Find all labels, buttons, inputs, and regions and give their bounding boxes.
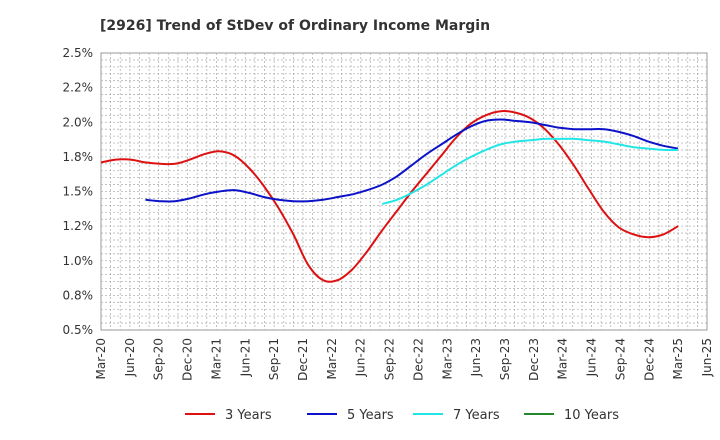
x-tick-label: Jun-25: [700, 338, 714, 377]
series-line-5-years: [145, 118, 679, 203]
x-tick-label: Sep-21: [267, 338, 281, 380]
y-tick-label: 2.2%: [63, 81, 94, 95]
y-tick-label: 2.5%: [63, 46, 94, 60]
y-tick-label: 1.5%: [63, 185, 94, 199]
x-axis: Mar-20 Jun-20 Sep-20 Dec-20 Mar-21 Jun-21 Sep-…: [94, 338, 714, 381]
legend-label: 10 Years: [564, 408, 619, 423]
x-tick-label: Jun-24: [585, 338, 599, 377]
x-tick-label: Mar-25: [671, 338, 685, 379]
legend: 3 Years 5 Years 7 Years 10 Years: [185, 408, 619, 423]
x-tick-label: Dec-23: [527, 338, 541, 381]
legend-label: 7 Years: [453, 408, 500, 423]
plot-area: [100, 52, 708, 331]
y-tick-label: 0.5%: [63, 323, 94, 337]
series-line-3-years: [100, 110, 679, 283]
x-tick-label: Mar-22: [325, 338, 339, 379]
x-tick-label: Mar-21: [209, 338, 223, 379]
x-tick-label: Dec-22: [411, 338, 425, 381]
x-tick-label: Jun-22: [354, 338, 368, 377]
x-tick-label: Sep-24: [613, 338, 627, 380]
x-tick-label: Dec-24: [642, 338, 656, 381]
legend-label: 3 Years: [225, 408, 272, 423]
y-tick-label: 1.0%: [63, 254, 94, 268]
x-tick-label: Jun-23: [469, 338, 483, 377]
legend-label: 5 Years: [347, 408, 394, 423]
x-tick-label: Sep-20: [152, 338, 166, 380]
series-line-7-years: [381, 137, 679, 205]
chart-title: [2926] Trend of StDev of Ordinary Income…: [100, 18, 490, 34]
x-tick-label: Jun-21: [238, 338, 252, 377]
x-tick-label: Jun-20: [123, 338, 137, 377]
x-tick-label: Dec-20: [181, 338, 195, 381]
x-tick-label: Sep-22: [383, 338, 397, 380]
y-tick-label: 1.2%: [63, 219, 94, 233]
x-tick-label: Dec-21: [296, 338, 310, 381]
x-tick-label: Mar-20: [94, 338, 108, 379]
series-lines: [100, 110, 679, 283]
x-tick-label: Sep-23: [498, 338, 512, 380]
y-axis: 0.5% 0.8% 1.0% 1.2% 1.5% 1.8% 2.0% 2.2% 2.5%: [63, 46, 94, 337]
y-tick-label: 0.8%: [63, 288, 94, 302]
grid: [101, 53, 707, 330]
x-tick-label: Mar-24: [556, 338, 570, 379]
y-tick-label: 2.0%: [63, 115, 94, 129]
y-tick-label: 1.8%: [63, 150, 94, 164]
x-tick-label: Mar-23: [440, 338, 454, 379]
